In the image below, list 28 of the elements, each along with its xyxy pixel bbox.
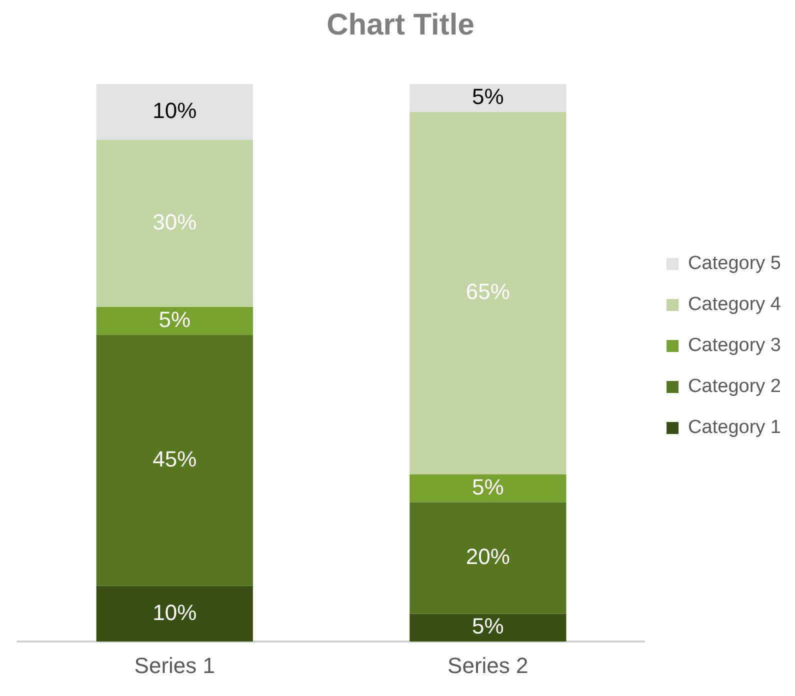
bar xyxy=(96,84,253,140)
data-label: 10% xyxy=(152,98,197,123)
data-label: 30% xyxy=(152,209,197,234)
chart-title: Chart Title xyxy=(326,8,474,42)
bar xyxy=(96,586,253,642)
x-tick-label: Series 2 xyxy=(448,652,528,678)
bar xyxy=(96,307,253,335)
bar xyxy=(96,140,253,308)
bar xyxy=(410,112,566,474)
bar xyxy=(410,84,566,112)
bar xyxy=(410,474,566,502)
data-label: 5% xyxy=(472,474,504,500)
legend-label: Category 4 xyxy=(688,294,782,316)
data-label: 10% xyxy=(152,600,197,625)
bar xyxy=(410,614,566,642)
data-label: 45% xyxy=(152,446,197,472)
data-label: 20% xyxy=(466,544,510,570)
data-label: 5% xyxy=(158,307,191,332)
bar xyxy=(96,334,253,586)
legend-label: Category 5 xyxy=(688,253,782,274)
data-label: 65% xyxy=(466,279,510,304)
legend-label: Category 2 xyxy=(688,376,782,398)
bar xyxy=(410,502,566,614)
legend-label: Category 3 xyxy=(688,335,782,356)
legend-label: Category 1 xyxy=(688,417,782,438)
data-label: 5% xyxy=(472,614,504,639)
data-label: 5% xyxy=(472,84,504,110)
x-tick-label: Series 1 xyxy=(134,652,215,678)
